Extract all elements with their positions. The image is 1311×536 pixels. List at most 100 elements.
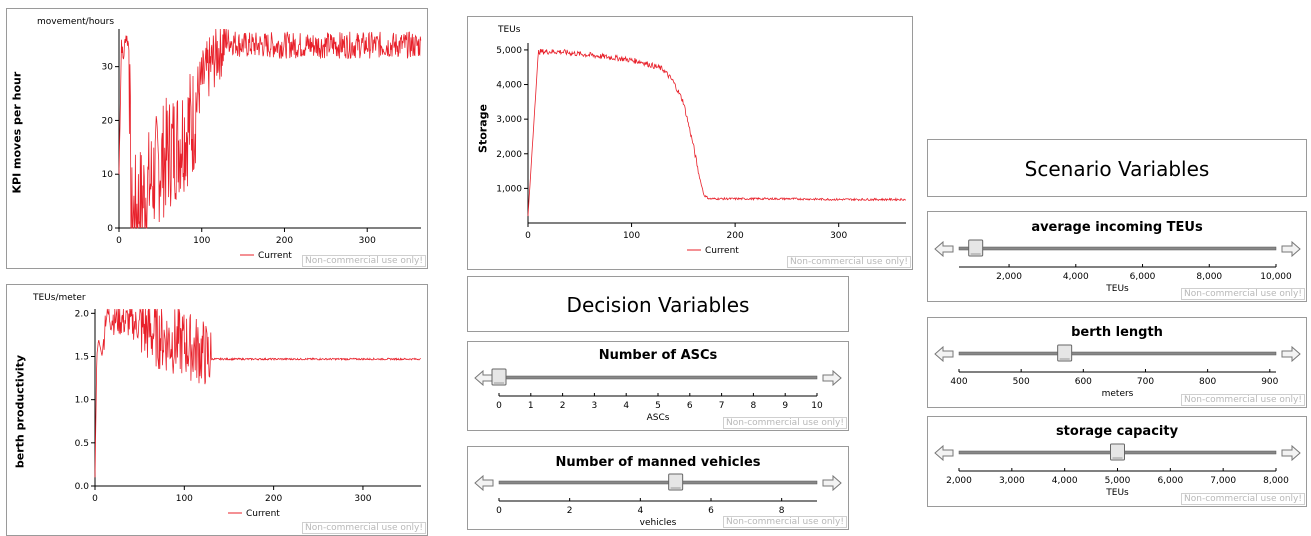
storage-capacity-slider[interactable]: 2,000 3,000 4,000 5,000 6,000 7,000 8,000 TEUs (928, 427, 1306, 507)
slider-tick-label: 2 (567, 506, 573, 516)
y-tick-label: 1.5 (75, 352, 89, 362)
slider-tick-label: 8 (751, 401, 757, 411)
slider-tick-label: 8,000 (1196, 272, 1222, 282)
y-tick-label: 3,000 (496, 115, 522, 125)
manned-slider-title: Number of manned vehicles (555, 455, 761, 470)
slider-track (958, 351, 1277, 356)
x-tick-label: 100 (623, 231, 640, 241)
slider-tick-label: 5,000 (1105, 476, 1131, 486)
slider-tick-label: 0 (496, 401, 502, 411)
series-line-current (118, 28, 422, 229)
slider-thumb[interactable] (668, 473, 684, 491)
y-tick-label: 30 (102, 63, 114, 73)
slider-tick-label: 10,000 (1260, 272, 1292, 282)
berth-length-slider-panel: berth length 400 500 600 700 800 900 meters No… (927, 317, 1307, 408)
storage-chart-panel: TEUs Storage 0 100 200 300 1,000 2,000 3,000 4,… (467, 16, 913, 270)
teus-slider-title: average incoming TEUs (1031, 220, 1203, 235)
slider-tick-label: 800 (1199, 377, 1216, 387)
slider-axis-label: ASCs (647, 413, 670, 423)
slider-tick-label: 8,000 (1263, 476, 1289, 486)
y-tick-label: 2,000 (496, 150, 522, 160)
manned-slider-panel: Number of manned vehicles 0 2 4 6 8 vehicles … (467, 446, 849, 530)
slider-tick-label: 5 (655, 401, 661, 411)
slider-tick-label: 600 (1075, 377, 1092, 387)
slider-thumb[interactable] (1110, 443, 1125, 461)
slider-tick-label: 0 (496, 506, 502, 516)
slider-tick-label: 7 (719, 401, 725, 411)
legend-label: Current (258, 251, 292, 261)
watermark: Non-commercial use only! (787, 256, 911, 268)
arrow-left-icon (934, 240, 954, 258)
arrow-left-icon (474, 474, 494, 492)
scenario-variables-title: Scenario Variables (1024, 157, 1210, 181)
arrow-right-icon (1281, 345, 1301, 363)
legend-label: Current (705, 246, 739, 256)
ascs-slider-panel: Number of ASCs 0 1 2 3 4 5 6 7 8 9 10 ASCs Non-comm… (467, 341, 849, 431)
average-incoming-teus-slider[interactable]: 2,000 4,000 6,000 8,000 10,000 TEUs (928, 223, 1306, 303)
slider-tick-label: 2 (560, 401, 566, 411)
storage-capacity-slider-panel: storage capacity 2,000 3,000 4,000 5,000 6,0… (927, 416, 1307, 507)
slider-thumb[interactable] (968, 239, 984, 257)
y-tick-label: 4,000 (496, 81, 522, 91)
slider-tick-label: 8 (779, 506, 785, 516)
slider-thumb[interactable] (491, 368, 507, 386)
watermark: Non-commercial use only! (723, 417, 847, 429)
slider-axis-label: meters (1102, 389, 1134, 399)
slider-tick-label: 4,000 (1052, 476, 1078, 486)
kpi-unit-label: movement/hours (37, 17, 115, 27)
x-tick-label: 300 (354, 494, 371, 504)
x-tick-label: 200 (276, 236, 293, 246)
ascs-slider-title: Number of ASCs (598, 348, 718, 363)
y-tick-label: 0.5 (75, 439, 89, 449)
slider-track (498, 375, 818, 380)
slider-tick-label: 6 (708, 506, 714, 516)
arrow-left-icon (474, 369, 494, 387)
arrow-right-icon (1281, 444, 1301, 462)
x-tick-label: 300 (830, 231, 847, 241)
y-tick-label: 1,000 (496, 184, 522, 194)
arrow-right-icon (822, 474, 842, 492)
watermark: Non-commercial use only! (1181, 394, 1305, 406)
x-tick-label: 0 (92, 494, 98, 504)
ascs-slider[interactable]: 0 1 2 3 4 5 6 7 8 9 10 ASCs (468, 352, 848, 432)
y-tick-label: 0 (107, 224, 113, 234)
scenario-variables-header: Scenario Variables (927, 139, 1307, 197)
berth-unit-label: TEUs/meter (33, 293, 86, 303)
watermark: Non-commercial use only! (302, 522, 426, 534)
slider-track (958, 246, 1277, 251)
y-tick-label: 5,000 (496, 46, 522, 56)
storage-line-chart: 0 100 200 300 1,000 2,000 3,000 4,000 5,000 Curre… (496, 43, 907, 256)
series-line-current (94, 308, 421, 478)
decision-variables-title: Decision Variables (566, 293, 750, 317)
slider-axis-label: TEUs (1105, 488, 1129, 498)
y-tick-label: 20 (102, 116, 114, 126)
slider-tick-label: 7,000 (1210, 476, 1236, 486)
x-tick-label: 0 (116, 236, 122, 246)
arrow-left-icon (934, 444, 954, 462)
arrow-right-icon (1281, 240, 1301, 258)
arrow-left-icon (934, 345, 954, 363)
slider-tick-label: 1 (528, 401, 534, 411)
arrow-right-icon (822, 369, 842, 387)
x-tick-label: 100 (176, 494, 193, 504)
slider-tick-label: 700 (1137, 377, 1154, 387)
y-tick-label: 2.0 (75, 309, 90, 319)
berth-length-slider[interactable]: 400 500 600 700 800 900 meters (928, 328, 1306, 408)
slider-tick-label: 500 (1013, 377, 1030, 387)
slider-tick-label: 6,000 (1157, 476, 1183, 486)
slider-tick-label: 2,000 (946, 476, 972, 486)
legend-label: Current (246, 509, 280, 519)
slider-tick-label: 10 (811, 401, 823, 411)
x-tick-label: 200 (265, 494, 282, 504)
slider-tick-label: 4 (637, 506, 643, 516)
slider-axis-label: vehicles (640, 518, 677, 528)
slider-tick-label: 3 (592, 401, 598, 411)
slider-thumb[interactable] (1057, 344, 1073, 362)
slider-axis-label: TEUs (1105, 284, 1129, 294)
slider-tick-label: 3,000 (999, 476, 1025, 486)
y-tick-label: 0.0 (75, 482, 90, 492)
kpi-line-chart: 0 100 200 300 0 10 20 30 Current (102, 28, 422, 261)
manned-vehicles-slider[interactable]: 0 2 4 6 8 vehicles (468, 457, 848, 531)
slider-tick-label: 2,000 (996, 272, 1022, 282)
slider-tick-label: 6,000 (1130, 272, 1156, 282)
